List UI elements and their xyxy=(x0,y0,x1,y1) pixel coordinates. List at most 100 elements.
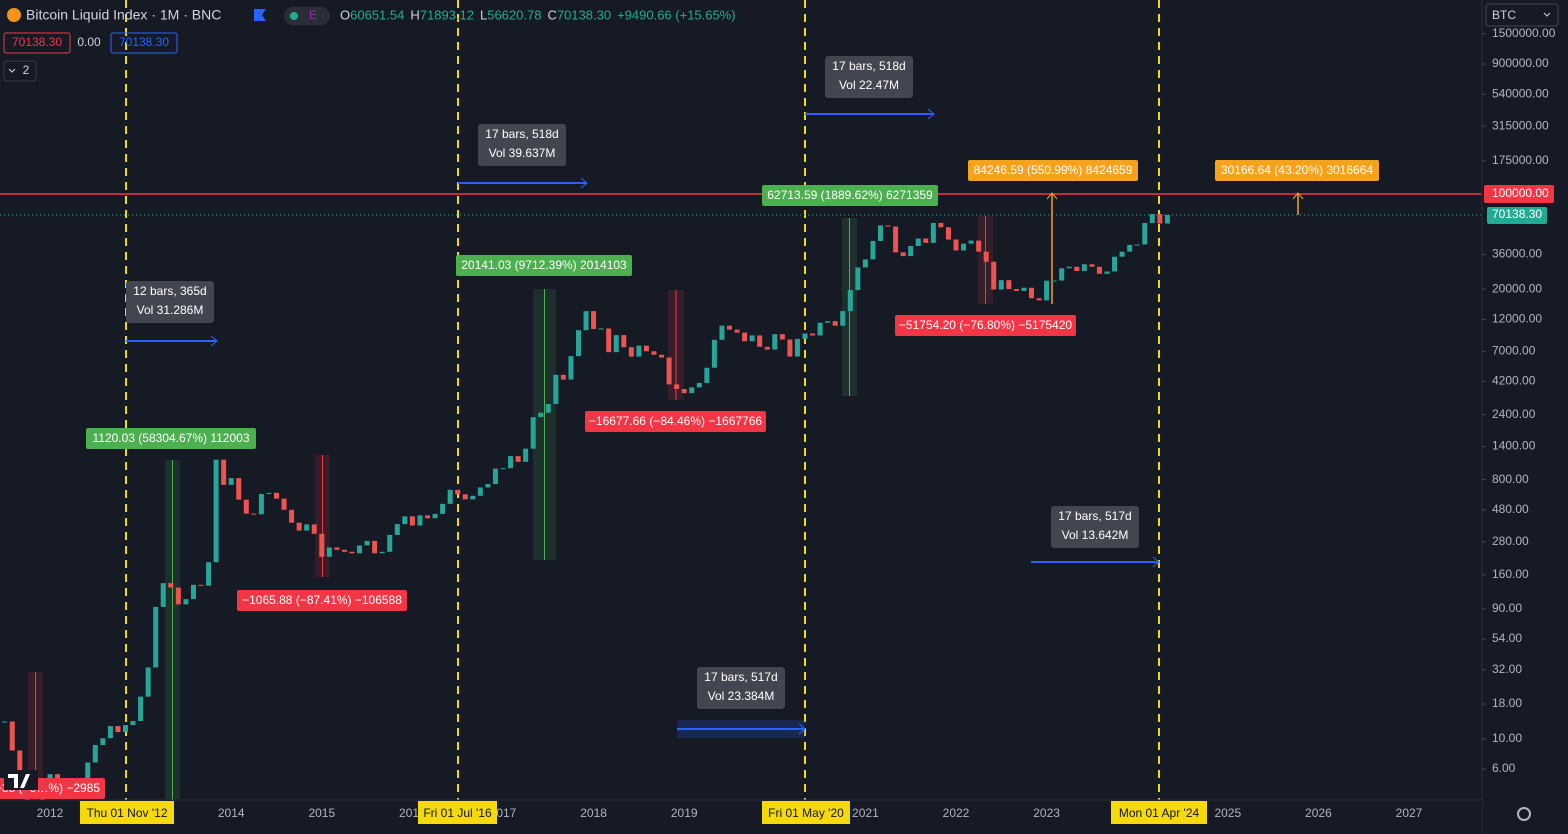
candle xyxy=(862,259,868,268)
candle xyxy=(998,280,1004,290)
price-tick-label: 90.00 xyxy=(1492,601,1522,615)
candle xyxy=(440,503,446,514)
price-tick-label: 4200.00 xyxy=(1492,374,1536,388)
settings-button[interactable] xyxy=(1517,807,1531,821)
range-label-box xyxy=(86,428,256,449)
candle xyxy=(742,332,748,342)
date-range-volume: Vol 22.47M xyxy=(839,78,899,92)
change: +9490.66 (+15.65%) xyxy=(617,7,736,22)
candle xyxy=(462,494,468,500)
candle xyxy=(727,325,732,330)
badge-dot xyxy=(290,12,298,20)
candle xyxy=(621,335,627,348)
candle xyxy=(659,354,665,358)
ask: 70138.30 xyxy=(119,35,169,49)
ohlc-label: O xyxy=(340,7,350,22)
year-label: 2023 xyxy=(1033,806,1060,820)
candle xyxy=(560,374,566,380)
candle xyxy=(787,339,793,357)
candle xyxy=(991,261,997,290)
price-tick-label: 900000.00 xyxy=(1492,56,1549,70)
price-tick-label: 280.00 xyxy=(1492,534,1529,548)
currency-chevron xyxy=(1543,12,1551,17)
candle xyxy=(538,412,544,418)
price-tick-label: 7000.00 xyxy=(1492,343,1536,357)
candle xyxy=(930,222,936,243)
symbol-icon xyxy=(7,8,21,22)
date-range-bars: 17 bars, 518d xyxy=(485,127,558,141)
range-label: −51754.20 (−76.80%) −5175420 xyxy=(899,318,1072,332)
date-marker: Fri 01 Jul '16 xyxy=(423,806,492,820)
year-label: 2015 xyxy=(308,806,335,820)
currency[interactable]: BTC xyxy=(1492,8,1516,22)
candle xyxy=(228,478,234,485)
candle xyxy=(1066,266,1072,269)
price-tick-label: 480.00 xyxy=(1492,502,1529,516)
candle xyxy=(591,311,597,330)
indicators-count[interactable]: 2 xyxy=(23,63,30,77)
candle xyxy=(643,345,649,352)
candle xyxy=(847,290,853,312)
currency-button[interactable] xyxy=(1485,3,1559,27)
candle xyxy=(175,587,181,605)
range-label-box xyxy=(585,411,766,432)
date-range-volume: Vol 31.286M xyxy=(137,303,204,317)
candle xyxy=(825,321,831,323)
candle xyxy=(961,243,967,251)
candle xyxy=(1096,266,1102,274)
candle xyxy=(123,725,128,733)
range-label: 62713.59 (1889.62%) 6271359 xyxy=(767,188,933,202)
candle xyxy=(138,696,144,722)
candle xyxy=(576,330,581,357)
ohlc-label: H xyxy=(410,7,419,22)
candle xyxy=(319,533,325,557)
last-price-label: 70138.30 xyxy=(1492,207,1542,221)
candle xyxy=(432,513,438,519)
logo xyxy=(8,774,30,788)
candle xyxy=(455,489,461,495)
candle xyxy=(1029,287,1034,299)
price-tick-label: 2400.00 xyxy=(1492,407,1536,421)
date-range-box xyxy=(126,281,214,323)
candle xyxy=(258,493,264,515)
indicators-button[interactable] xyxy=(3,60,37,82)
price-tick-label: 36000.00 xyxy=(1492,247,1542,261)
candle xyxy=(492,468,498,485)
candle xyxy=(281,498,287,510)
candle xyxy=(1089,264,1095,267)
candle xyxy=(545,404,551,413)
year-label: 2012 xyxy=(37,806,64,820)
chevron xyxy=(8,68,16,73)
candle xyxy=(500,468,506,470)
date-marker: Thu 01 Nov '12 xyxy=(86,806,167,820)
year-label: 2027 xyxy=(1396,806,1423,820)
candle xyxy=(772,334,778,350)
price-tick-label: 20000.00 xyxy=(1492,281,1542,295)
candle xyxy=(1036,298,1042,301)
candle xyxy=(908,246,914,257)
candle xyxy=(251,513,257,515)
candle xyxy=(364,540,370,546)
price-tick-label: 10.00 xyxy=(1492,731,1522,745)
candle xyxy=(704,367,710,383)
candle xyxy=(213,459,219,563)
date-range-bars: 12 bars, 365d xyxy=(133,284,206,298)
candle xyxy=(206,562,212,586)
date-range-box xyxy=(697,667,785,709)
candle xyxy=(923,238,929,243)
candle xyxy=(55,774,61,781)
price-tick-label: 18.00 xyxy=(1492,696,1522,710)
candle xyxy=(153,606,159,668)
candle xyxy=(1142,223,1148,245)
range-label: 1120.03 (58304.67%) 112003 xyxy=(92,431,249,445)
candle xyxy=(1149,214,1155,224)
candle xyxy=(183,599,189,605)
candle xyxy=(583,311,589,331)
candle xyxy=(1134,244,1140,246)
candle xyxy=(1119,251,1125,257)
candle xyxy=(1081,264,1087,272)
spread: 0.00 xyxy=(77,35,101,49)
year-label: 2026 xyxy=(1305,806,1332,820)
